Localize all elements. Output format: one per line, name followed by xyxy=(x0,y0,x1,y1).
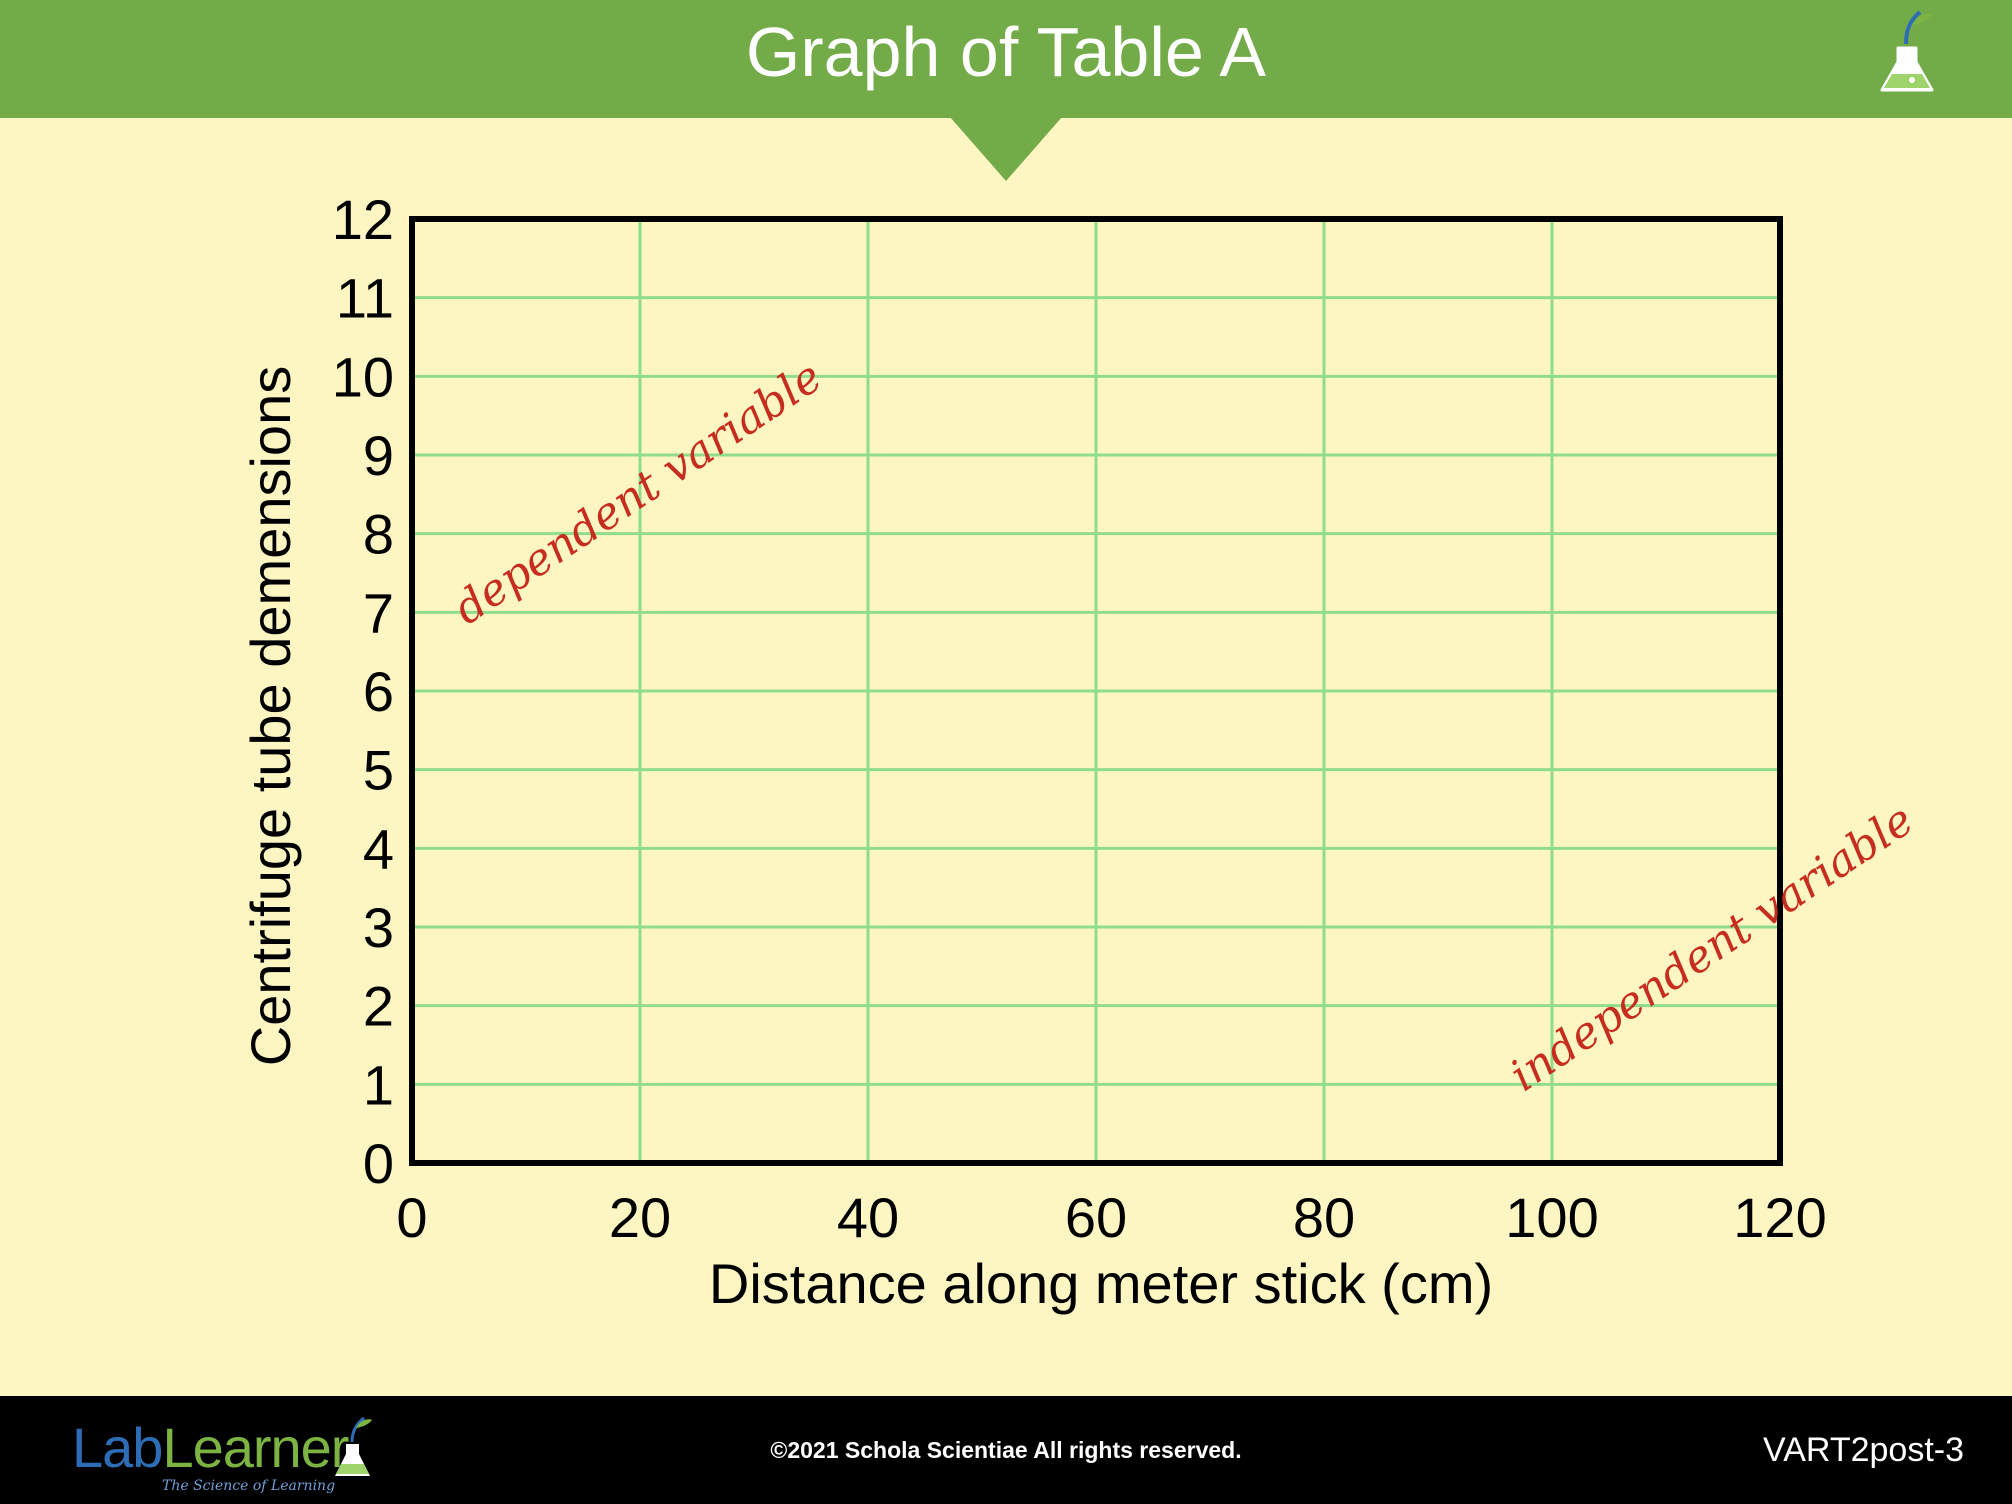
plot-area-frame xyxy=(409,216,1783,1166)
logo-learner-text: Learner xyxy=(162,1416,349,1479)
y-tick-label: 9 xyxy=(363,424,394,487)
logo-lab-text: Lab xyxy=(72,1416,163,1479)
logo-tagline: The Science of Learning xyxy=(162,1478,336,1494)
x-tick-label: 60 xyxy=(1065,1186,1127,1249)
y-tick-label: 8 xyxy=(363,503,394,566)
x-tick-label: 0 xyxy=(396,1186,427,1249)
flask-icon xyxy=(1880,10,1934,92)
annotation-independent-variable: independent variable xyxy=(1501,794,1923,1101)
y-tick-label: 0 xyxy=(363,1132,394,1195)
y-tick-label: 3 xyxy=(363,896,394,959)
y-tick-label: 4 xyxy=(363,817,394,880)
footer-bar: LabLearner The Science of Learning ©2021… xyxy=(0,1396,2012,1504)
x-tick-label: 20 xyxy=(609,1186,671,1249)
y-axis-label: Centrifuge tube demensions xyxy=(239,366,302,1066)
y-tick-label: 10 xyxy=(332,345,394,408)
flask-logo-icon xyxy=(335,1416,372,1476)
slide-code: VART2post-3 xyxy=(1763,1431,1964,1469)
lablearner-logo[interactable]: LabLearner xyxy=(72,1420,349,1476)
page-title: Graph of Table A xyxy=(745,13,1267,91)
y-tick-label: 6 xyxy=(363,660,394,723)
y-tick-label: 5 xyxy=(363,739,394,802)
y-tick-label: 7 xyxy=(363,581,394,644)
y-tick-label: 2 xyxy=(363,975,394,1038)
header-pointer xyxy=(950,117,1062,181)
y-tick-label: 1 xyxy=(363,1053,394,1116)
header-bar: Graph of Table A xyxy=(0,0,2012,118)
x-axis-ticks: 0 20 40 60 80 100 120 xyxy=(396,1186,1826,1249)
x-tick-label: 120 xyxy=(1733,1186,1826,1249)
y-tick-label: 12 xyxy=(332,188,394,251)
annotation-dependent-variable: dependent variable xyxy=(445,351,831,635)
grid xyxy=(412,219,1780,1163)
x-axis-label: Distance along meter stick (cm) xyxy=(709,1252,1493,1315)
copyright-text: ©2021 Schola Scientiae All rights reserv… xyxy=(770,1437,1242,1463)
x-tick-label: 40 xyxy=(837,1186,899,1249)
x-tick-label: 80 xyxy=(1293,1186,1355,1249)
y-tick-label: 11 xyxy=(336,267,394,330)
x-tick-label: 100 xyxy=(1505,1186,1598,1249)
